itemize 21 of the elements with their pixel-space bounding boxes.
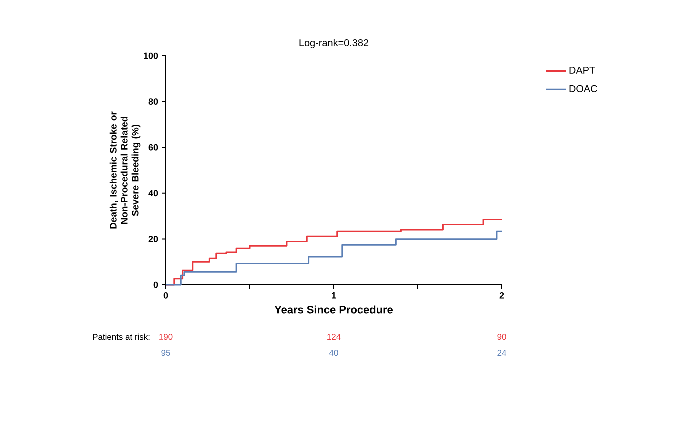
y-tick-label: 60 [148,144,158,151]
text: 24 [498,350,506,356]
x-tick-label: 2 [500,292,504,299]
y-tick-label: 20 [148,236,158,242]
text: 95 [162,350,170,356]
x-axis-title: Years Since Procedure [274,306,394,314]
text: 190 [160,334,173,340]
y-tick-label: 100 [144,52,158,60]
text: 90 [498,334,506,340]
chart-title: Log-rank=0.382 [300,39,369,48]
legend-label: DAPT [570,67,596,74]
y-tick-label: 40 [148,190,158,197]
x-tick-label: 0 [164,292,168,299]
x-tick-label: 1 [332,292,336,299]
y-tick-label: 0 [154,282,158,288]
text: Patients at risk: [93,334,150,340]
legend-label: DOAC [570,85,598,92]
text: 124 [328,334,341,340]
y-tick-label: 80 [148,98,158,105]
text: 40 [329,350,338,356]
y-axis-title: Death, Ischemic Stroke or Non-Procedural Related Severe Bleeding (%) [110,112,141,229]
